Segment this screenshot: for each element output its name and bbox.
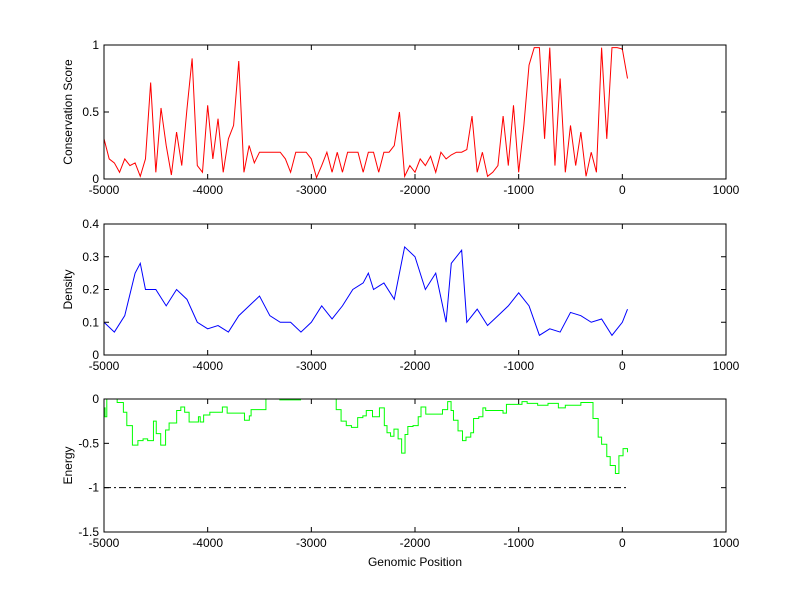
x-tick-label: -4000 (192, 536, 223, 550)
y-tick-label: 0.5 (82, 105, 99, 119)
y-tick-label: 0 (92, 392, 99, 406)
y-tick-label: 0.3 (82, 250, 99, 264)
y-tick-label: -0.5 (78, 436, 99, 450)
x-tick-label: 0 (619, 359, 626, 373)
y-tick-label: -1 (88, 481, 99, 495)
x-tick-label: -5000 (89, 359, 120, 373)
plot-area (104, 224, 726, 355)
x-tick-label: 0 (619, 183, 626, 197)
conservation-panel: -5000 -4000 -3000 -2000 -1000 0 1000 0 0.5 1 Conse… (61, 38, 740, 197)
x-tick-label: -5000 (89, 536, 120, 550)
y-tick-label: 0 (92, 172, 99, 186)
x-tick-label: -1000 (503, 359, 534, 373)
density-line (103, 245, 628, 337)
plot-area (104, 45, 726, 179)
energy-line (104, 398, 629, 474)
x-tick-label: -4000 (192, 359, 223, 373)
y-tick-label: -1.5 (78, 525, 99, 539)
y-tick-label: 0.1 (82, 315, 99, 329)
energy-panel: -5000 -4000 -3000 -2000 -1000 0 1000 -1.5 -1 -0.5… (61, 392, 740, 569)
x-tick-label: -2000 (400, 536, 431, 550)
plot-area (104, 399, 726, 532)
y-tick-label: 0.4 (82, 217, 99, 231)
x-tick-label: -3000 (296, 359, 327, 373)
x-tick-label: -2000 (400, 183, 431, 197)
y-tick-label: 0.2 (82, 283, 99, 297)
x-tick-label: 0 (619, 536, 626, 550)
x-tick-label: 1000 (713, 183, 740, 197)
x-tick-label: -3000 (296, 183, 327, 197)
x-tick-label: -5000 (89, 183, 120, 197)
y-axis-label: Density (61, 269, 75, 309)
y-tick-label: 0 (92, 348, 99, 362)
conservation-line (103, 47, 629, 180)
y-axis-label: Energy (61, 446, 75, 484)
x-tick-label: -1000 (503, 183, 534, 197)
x-tick-label: -4000 (192, 183, 223, 197)
x-tick-label: 1000 (713, 536, 740, 550)
density-panel: -5000 -4000 -3000 -2000 -1000 0 1000 0 0.1 0.2 0.3… (61, 217, 740, 373)
y-tick-label: 1 (92, 38, 99, 52)
x-axis-label: Genomic Position (368, 555, 462, 569)
y-axis-label: Conservation Score (61, 59, 75, 165)
x-tick-label: -1000 (503, 536, 534, 550)
x-tick-label: -3000 (296, 536, 327, 550)
x-tick-label: 1000 (713, 359, 740, 373)
x-tick-label: -2000 (400, 359, 431, 373)
